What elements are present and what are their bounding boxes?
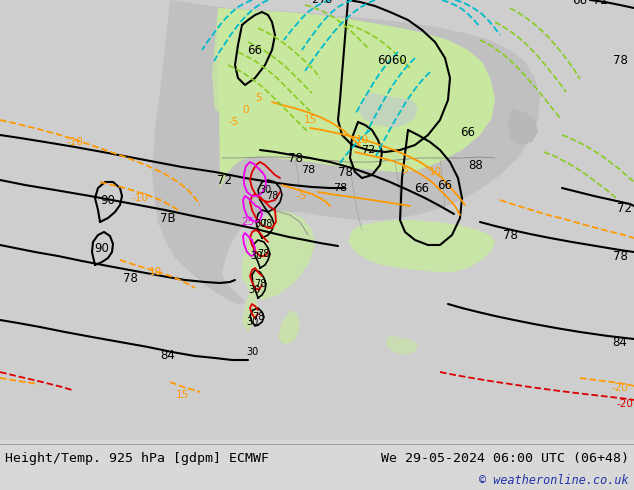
Polygon shape: [152, 0, 540, 305]
Text: 66: 66: [460, 125, 476, 139]
Text: 84: 84: [160, 348, 176, 362]
Text: 78: 78: [252, 312, 264, 322]
Text: 10: 10: [148, 267, 162, 277]
Text: 5: 5: [255, 93, 261, 103]
Text: -5: -5: [229, 117, 239, 127]
Text: 78: 78: [318, 0, 332, 5]
Polygon shape: [212, 8, 270, 115]
Text: 15: 15: [304, 115, 316, 125]
Text: -20: -20: [612, 383, 628, 393]
Text: 10: 10: [356, 135, 368, 145]
Text: 30: 30: [250, 251, 262, 261]
Text: 30: 30: [254, 219, 266, 229]
Text: 78: 78: [612, 249, 628, 263]
Text: 30: 30: [259, 185, 271, 195]
Text: 78: 78: [260, 219, 272, 229]
Text: -10: -10: [132, 193, 148, 203]
Text: -10: -10: [67, 137, 84, 147]
Text: 2: 2: [311, 0, 318, 5]
Text: 66: 66: [573, 0, 588, 6]
Text: 78: 78: [503, 228, 517, 242]
Text: 5: 5: [402, 165, 408, 175]
Text: © weatheronline.co.uk: © weatheronline.co.uk: [479, 473, 629, 487]
Text: 7B: 7B: [160, 212, 176, 224]
Text: 78: 78: [337, 166, 353, 178]
Text: 84: 84: [612, 336, 628, 348]
Text: -5: -5: [297, 191, 307, 201]
Text: 78: 78: [254, 279, 266, 289]
Text: 78: 78: [333, 183, 347, 193]
Text: 78: 78: [301, 165, 315, 175]
Text: 25: 25: [242, 217, 255, 227]
Polygon shape: [348, 220, 495, 272]
Text: 66: 66: [247, 44, 262, 56]
Text: 78: 78: [288, 151, 302, 165]
Text: 66: 66: [437, 178, 453, 192]
Text: 10: 10: [429, 167, 441, 177]
Text: 30: 30: [246, 317, 258, 327]
Text: 30: 30: [248, 285, 260, 295]
Text: We 29-05-2024 06:00 UTC (06+48): We 29-05-2024 06:00 UTC (06+48): [381, 451, 629, 465]
Text: 78: 78: [122, 271, 138, 285]
Text: 6060: 6060: [377, 53, 407, 67]
Text: 72: 72: [217, 173, 233, 187]
Text: 72: 72: [361, 145, 375, 155]
Polygon shape: [358, 92, 418, 128]
Polygon shape: [218, 8, 495, 188]
Text: Height/Temp. 925 hPa [gdpm] ECMWF: Height/Temp. 925 hPa [gdpm] ECMWF: [5, 451, 269, 465]
Text: 72: 72: [618, 201, 633, 215]
Polygon shape: [508, 108, 538, 145]
Text: 15: 15: [176, 390, 189, 400]
Text: 72: 72: [593, 0, 607, 6]
Text: 66: 66: [415, 181, 429, 195]
Text: 78: 78: [612, 53, 628, 67]
Text: 88: 88: [469, 158, 483, 172]
Polygon shape: [278, 310, 300, 345]
Polygon shape: [242, 292, 258, 332]
Text: -20: -20: [616, 399, 633, 409]
Polygon shape: [242, 210, 315, 300]
Text: 78: 78: [266, 191, 278, 201]
Text: 90: 90: [101, 194, 115, 206]
Text: 78: 78: [257, 249, 269, 259]
Text: 30: 30: [246, 347, 258, 357]
Text: 90: 90: [94, 242, 110, 254]
Polygon shape: [385, 335, 418, 355]
Text: 0: 0: [243, 105, 249, 115]
